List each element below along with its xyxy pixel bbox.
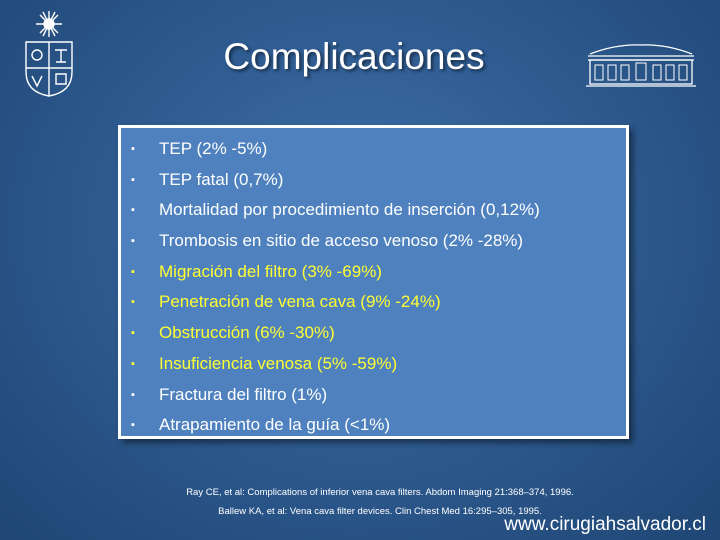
university-crest-icon (25, 11, 73, 97)
list-item: ▪ Obstrucción (6% -30%) (129, 318, 616, 349)
list-item-text: Fractura del filtro (1%) (159, 384, 328, 404)
list-item-text: Obstrucción (6% -30%) (159, 323, 335, 343)
bullet-icon: ▪ (131, 327, 135, 340)
list-item: ▪ TEP (2% -5%) (129, 134, 616, 165)
list-item-text: Atrapamiento de la guía (<1%) (159, 415, 391, 435)
list-item: ▪ Mortalidad por procedimiento de inserci… (129, 195, 616, 226)
bullet-icon: ▪ (131, 419, 135, 432)
bullet-icon: ▪ (131, 296, 135, 309)
list-item: ▪ Trombosis en sitio de acceso venoso (2%… (129, 226, 616, 257)
list-item-text: Mortalidad por procedimiento de inserció… (159, 200, 540, 220)
complications-list: ▪ TEP (2% -5%) ▪ TEP fatal (0,7%) ▪ Mortalida… (129, 134, 616, 441)
bullet-icon: ▪ (131, 204, 135, 217)
list-item-text: Insuficiencia venosa (5% -59%) (159, 353, 398, 373)
list-item: ▪ Fractura del filtro (1%) (129, 380, 616, 411)
bullet-icon: ▪ (131, 143, 135, 155)
list-item-text: Migración del filtro (3% -69%) (159, 261, 382, 281)
list-item: ▪ Atrapamiento de la guía (<1%) (129, 410, 616, 441)
bullet-icon: ▪ (131, 388, 135, 401)
bullet-icon: ▪ (131, 265, 135, 278)
bullet-icon: ▪ (131, 357, 135, 370)
list-item-text: TEP (2% -5%) (159, 139, 268, 158)
list-item-text: TEP fatal (0,7%) (159, 169, 284, 189)
reference-2: Ballew KA, et al: Vena cava filter devic… (218, 506, 542, 517)
references: Ray CE, et al: Complications of inferior… (0, 483, 720, 521)
slide-title: Complicaciones (223, 36, 485, 77)
reference-1: Ray CE, et al: Complications of inferior… (186, 487, 574, 498)
website-url: www.cirugiahsalvador.cl (504, 514, 706, 535)
list-item-text: Trombosis en sitio de acceso venoso (2% … (159, 231, 524, 251)
list-item: ▪ Insuficiencia venosa (5% -59%) (129, 349, 616, 380)
bullet-icon: ▪ (131, 235, 135, 248)
hospital-building-icon (586, 44, 696, 87)
bullet-icon: ▪ (131, 173, 135, 186)
list-item: ▪ Migración del filtro (3% -69%) (129, 257, 616, 288)
list-item: ▪ Penetración de vena cava (9% -24%) (129, 287, 616, 318)
complications-box: ▪ TEP (2% -5%) ▪ TEP fatal (0,7%) ▪ Mortalida… (118, 125, 629, 439)
list-item: ▪ TEP fatal (0,7%) (129, 165, 616, 196)
list-item-text: Penetración de vena cava (9% -24%) (159, 292, 441, 312)
